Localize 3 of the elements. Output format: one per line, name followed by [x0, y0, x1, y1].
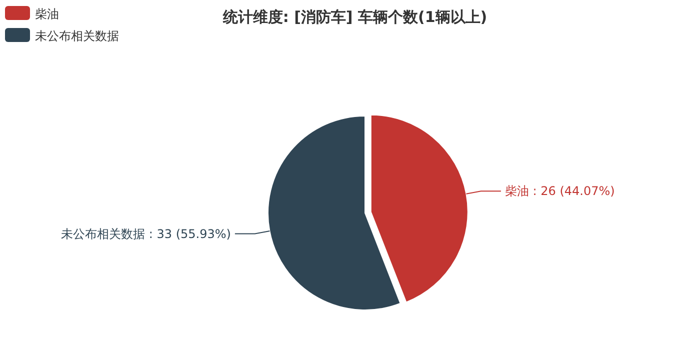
legend-label: 未公布相关数据 — [35, 29, 119, 43]
title: 统计维度: [消防车] 车辆个数(1辆以上) — [222, 8, 488, 26]
legend-label: 柴油 — [35, 7, 59, 21]
